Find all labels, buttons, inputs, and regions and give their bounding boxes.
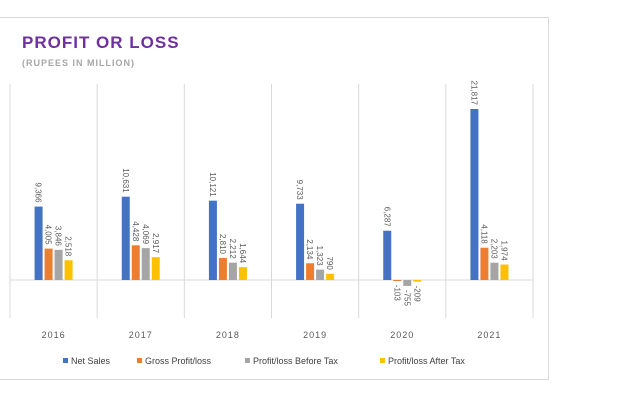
legend-swatch [137, 358, 142, 363]
data-label: -755 [402, 290, 411, 307]
legend-swatch [63, 358, 68, 363]
bar [218, 257, 227, 280]
data-label: 2,518 [64, 236, 73, 257]
data-label: 21,817 [469, 81, 478, 106]
data-label: 4,428 [131, 221, 140, 242]
data-label: 2,134 [305, 239, 314, 260]
data-label: 2,810 [218, 234, 227, 255]
x-tick-label: 2021 [477, 330, 501, 340]
data-label: 2,212 [228, 239, 237, 260]
bar [480, 247, 489, 280]
bar [393, 280, 402, 281]
bar [141, 248, 150, 280]
bar [54, 249, 63, 280]
data-label: 10,121 [208, 172, 217, 197]
chart-subtitle: (RUPEES IN MILLION) [22, 58, 135, 68]
data-label: -209 [412, 286, 421, 303]
bar [208, 200, 217, 280]
bar [151, 257, 160, 280]
legend-label: Profit/loss Before Tax [253, 356, 338, 366]
bar [44, 248, 53, 280]
x-tick-label: 2018 [216, 330, 240, 340]
legend-swatch [245, 358, 250, 363]
data-label: 10,631 [121, 168, 130, 193]
bar [413, 280, 422, 282]
bar [121, 196, 130, 280]
data-label: 4,005 [44, 225, 53, 246]
data-label: 2,917 [151, 233, 160, 254]
bar [306, 263, 315, 280]
bar [326, 273, 335, 280]
bar [296, 203, 305, 280]
data-label: 1,974 [499, 240, 508, 261]
x-tick-label: 2020 [390, 330, 414, 340]
bar [403, 280, 412, 286]
data-label: -103 [392, 285, 401, 302]
data-label: 9,366 [34, 183, 43, 204]
bar [490, 262, 499, 280]
data-label: 1,644 [238, 243, 247, 264]
data-label: 4,118 [479, 224, 488, 244]
bar [238, 267, 247, 280]
bar [470, 109, 479, 280]
data-label: 9,733 [295, 180, 304, 201]
chart-frame [0, 17, 549, 380]
legend-label: Gross Profit/loss [145, 356, 212, 366]
x-tick-label: 2019 [303, 330, 327, 340]
legend-label: Net Sales [71, 356, 111, 366]
data-label: 4,069 [141, 224, 150, 245]
legend-swatch [380, 358, 385, 363]
x-tick-label: 2016 [42, 330, 66, 340]
chart-title: PROFIT OR LOSS [22, 33, 180, 52]
data-label: 2,203 [489, 239, 498, 260]
bar [131, 245, 140, 280]
bar [316, 269, 325, 280]
legend-label: Profit/loss After Tax [388, 356, 465, 366]
data-label: 1,323 [315, 246, 324, 267]
bar [64, 260, 73, 280]
bar [228, 262, 237, 280]
bar [383, 230, 392, 280]
data-label: 790 [325, 256, 334, 270]
data-label: 6,287 [382, 207, 391, 228]
bar [34, 206, 43, 280]
data-label: 3,846 [54, 226, 63, 247]
bar [500, 264, 509, 280]
x-tick-label: 2017 [129, 330, 153, 340]
